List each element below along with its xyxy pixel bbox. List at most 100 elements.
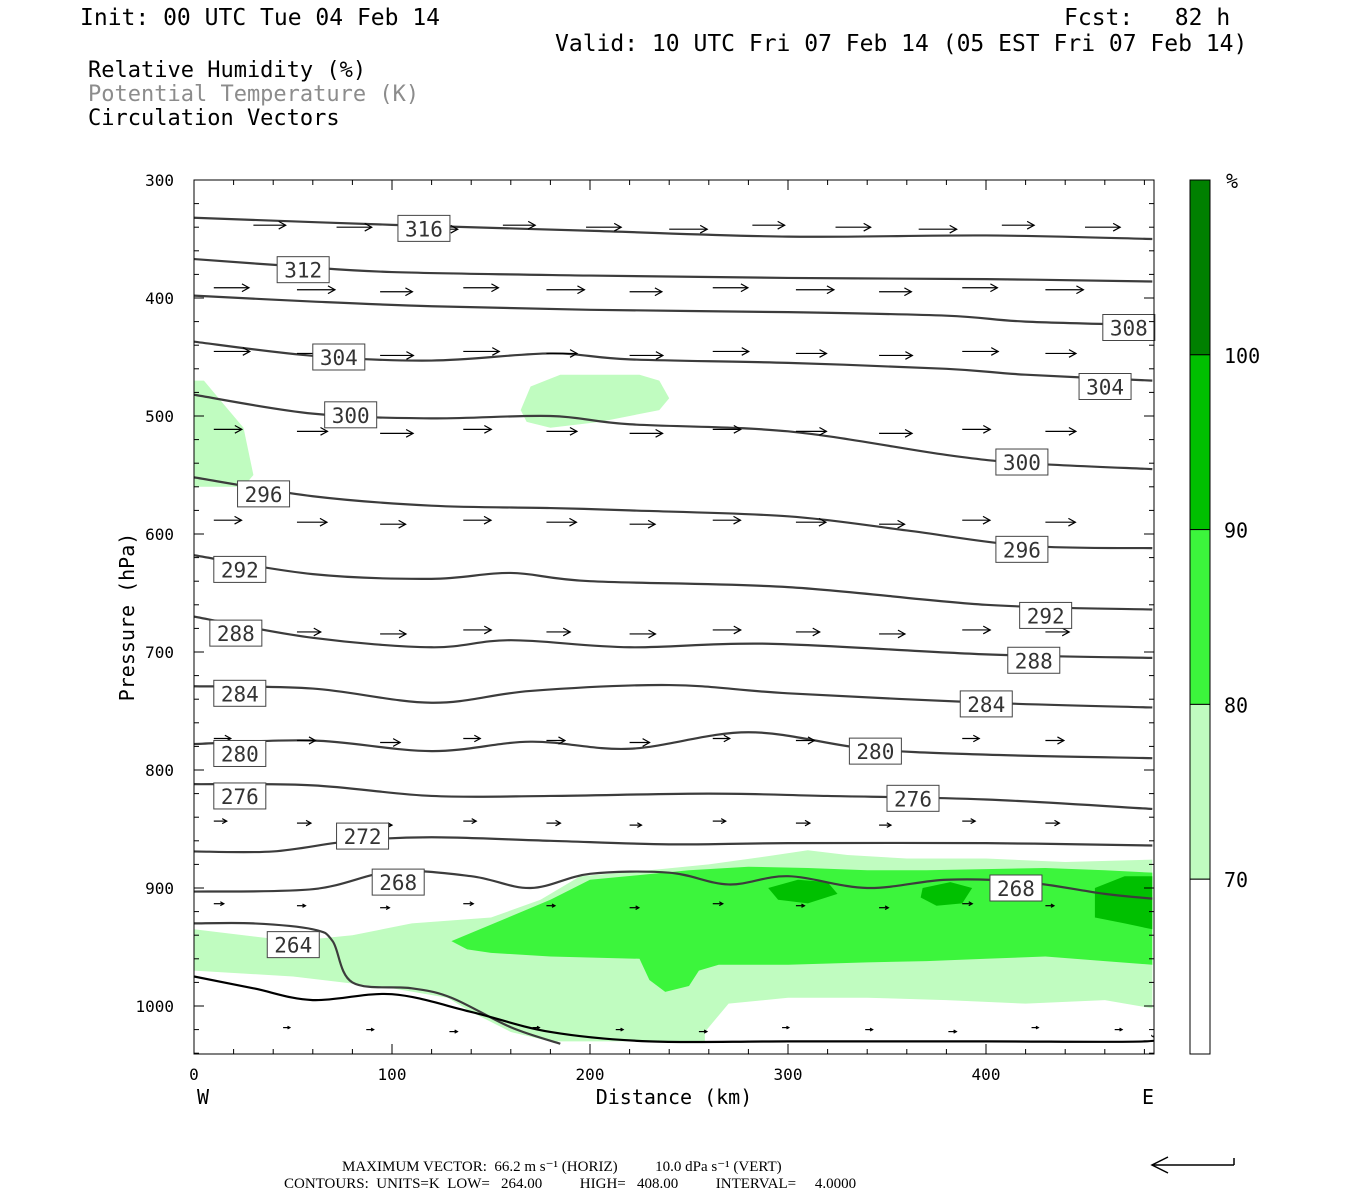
- circulation-vector-9-1: [366, 1027, 375, 1032]
- circulation-vector-4-3: [463, 515, 493, 525]
- theta-label-284-14: 284: [959, 690, 1013, 718]
- circulation-vector-0-3: [502, 220, 537, 230]
- circulation-vector-9-5: [698, 1029, 709, 1034]
- rh-region-90-4: [768, 879, 838, 904]
- circulation-vector-3-2: [380, 428, 415, 438]
- circulation-vector-7-4: [546, 819, 562, 827]
- circulation-vector-6-7: [795, 736, 816, 745]
- circulation-vector-9-9: [1031, 1025, 1040, 1030]
- theta-contour-308: [194, 294, 1153, 327]
- circulation-vector-3-4: [546, 426, 579, 436]
- circulation-vector-0-0: [253, 220, 287, 230]
- circulation-vector-4-6: [712, 515, 742, 525]
- circulation-vector-5-7: [795, 627, 821, 637]
- colorbar-label-90: 90: [1224, 519, 1248, 543]
- svg-text:288: 288: [1015, 649, 1053, 673]
- circulation-vector-2-10: [1045, 349, 1078, 358]
- colorbar-segment-3: [1189, 703, 1211, 880]
- theta-label-284-13: 284: [213, 679, 267, 707]
- circulation-vector-2-6: [712, 347, 751, 356]
- svg-text:272: 272: [344, 825, 382, 849]
- init-time: Init: 00 UTC Tue 04 Feb 14: [80, 5, 441, 31]
- circulation-vector-6-9: [962, 734, 981, 743]
- circulation-vector-0-4: [586, 222, 623, 232]
- circulation-vector-2-4: [546, 349, 579, 358]
- x-tick-label-100: 100: [378, 1065, 407, 1084]
- svg-text:276: 276: [894, 787, 932, 811]
- circulation-vector-1-5: [629, 287, 664, 297]
- plot-frame: [193, 179, 1155, 1055]
- circulation-vector-6-1: [296, 736, 317, 745]
- x-tick-label-300: 300: [774, 1065, 803, 1084]
- circulation-vector-3-5: [629, 428, 664, 438]
- circulation-vector-1-9: [962, 283, 999, 293]
- circulation-vector-0-1: [336, 222, 373, 232]
- circulation-vector-4-9: [962, 515, 992, 525]
- colorbar-unit: %: [1226, 169, 1238, 193]
- x-tick-label-200: 200: [576, 1065, 605, 1084]
- theta-contour-292: [194, 554, 1153, 611]
- circulation-vector-4-7: [795, 517, 828, 527]
- circulation-vector-8-8: [879, 905, 890, 911]
- circulation-vector-2-7: [795, 349, 828, 358]
- circulation-vector-8-4: [546, 903, 557, 908]
- circulation-vector-6-4: [546, 736, 567, 745]
- circulation-vector-2-0: [213, 347, 252, 356]
- theta-contour-316: [194, 216, 1153, 241]
- theta-label-276-18: 276: [886, 784, 940, 812]
- circulation-vector-0-7: [835, 222, 872, 232]
- circulation-vector-5-1: [296, 627, 323, 637]
- circulation-vector-1-3: [463, 283, 500, 293]
- circulation-vector-2-2: [380, 351, 415, 360]
- circulation-vector-0-10: [1085, 222, 1122, 232]
- circulation-vector-4-5: [629, 519, 657, 529]
- circulation-vector-1-4: [546, 285, 586, 295]
- theta-label-292-9: 292: [213, 555, 267, 583]
- circulation-vector-8-9: [962, 901, 974, 907]
- x-axis-title: Distance (km): [596, 1085, 753, 1109]
- svg-text:264: 264: [274, 934, 312, 958]
- svg-text:284: 284: [967, 693, 1005, 717]
- circulation-vector-4-10: [1045, 517, 1077, 527]
- theta-contour-264: [194, 921, 561, 1045]
- circulation-vector-7-3: [463, 818, 478, 825]
- circulation-vector-8-2: [380, 905, 391, 911]
- circulation-vector-9-0: [283, 1025, 292, 1030]
- circulation-vector-8-10: [1045, 903, 1056, 908]
- colorbar-label-100: 100: [1224, 344, 1260, 368]
- theta-label-264-22: 264: [266, 931, 320, 959]
- y-tick-label-700: 700: [145, 643, 174, 662]
- circulation-vector-1-7: [795, 285, 836, 295]
- circulation-vector-2-9: [962, 347, 1000, 356]
- field-label-vectors: Circulation Vectors: [88, 106, 340, 131]
- rh-region-80-3: [451, 866, 1153, 992]
- contours-note: CONTOURS: UNITS=K LOW= 264.00 HIGH= 408.…: [284, 1176, 857, 1192]
- circulation-vector-6-6: [712, 734, 732, 743]
- y-tick-label-400: 400: [145, 289, 174, 308]
- y-tick-label-900: 900: [145, 879, 174, 898]
- circulation-vector-3-0: [213, 424, 244, 434]
- theta-contour-276: [194, 782, 1153, 811]
- y-axis-title: Pressure (hPa): [115, 533, 139, 702]
- circulation-vector-9-10: [1114, 1027, 1124, 1032]
- theta-label-304-3: 304: [312, 343, 366, 371]
- circulation-vector-3-7: [795, 426, 828, 436]
- circulation-vector-8-6: [712, 901, 725, 907]
- circulation-vector-3-1: [296, 426, 329, 436]
- rh-region-70-1: [520, 374, 670, 428]
- circulation-vector-3-10: [1045, 426, 1078, 436]
- circulation-vector-8-0: [213, 901, 226, 907]
- y-tick-label-800: 800: [145, 761, 174, 780]
- theta-label-296-7: 296: [237, 480, 291, 508]
- rh-region-90-6: [1094, 876, 1153, 930]
- theta-label-308-2: 308: [1102, 314, 1156, 341]
- theta-contour-312: [194, 257, 1153, 283]
- theta-label-288-11: 288: [209, 619, 263, 647]
- circulation-vector-5-8: [879, 629, 907, 639]
- circulation-vector-1-10: [1045, 285, 1085, 295]
- circulation-vector-5-9: [962, 625, 992, 635]
- y-tick-label-1000: 1000: [135, 997, 174, 1016]
- x-tick-label-400: 400: [972, 1065, 1001, 1084]
- circulation-vector-2-8: [879, 351, 914, 360]
- theta-contour-260: [194, 975, 1154, 1044]
